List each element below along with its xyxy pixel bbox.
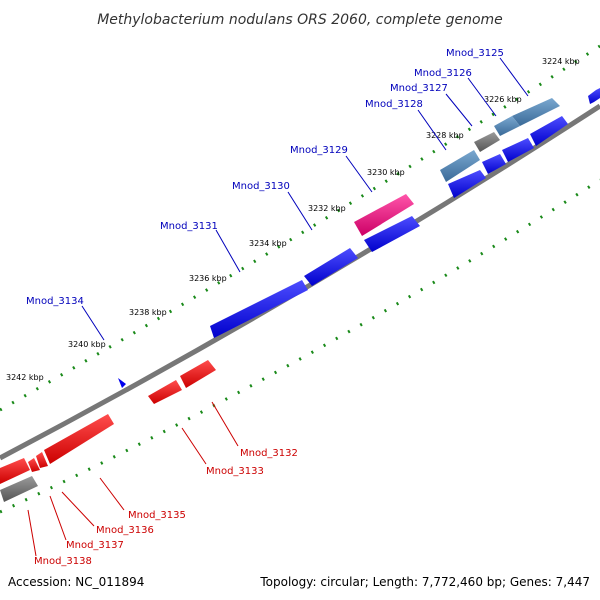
reverse-features	[0, 360, 216, 502]
leader-mnod-3126	[467, 77, 497, 117]
gene-label-mnod-3136[interactable]: Mnod_3136	[96, 525, 154, 536]
accession-text: Accession: NC_011894	[8, 575, 144, 589]
leader-mnod-3129	[345, 155, 373, 193]
gene-label-mnod-3127[interactable]: Mnod_3127	[390, 83, 448, 94]
tick-label: 3232 kbp	[308, 204, 346, 213]
gene-mnod-3130[interactable]	[364, 216, 420, 252]
gene-mnod-3126[interactable]	[494, 116, 520, 136]
gene-3126-lower[interactable]	[502, 138, 534, 162]
leader-mnod-3136	[61, 491, 95, 527]
leader-mnod-3137	[49, 495, 67, 541]
leader-mnod-3130	[287, 191, 313, 231]
gene-mnod-3124[interactable]	[588, 88, 600, 104]
gene-mnod-3131[interactable]	[304, 248, 358, 286]
leader-mnod-3135	[99, 477, 125, 511]
gene-label-mnod-3134[interactable]: Mnod_3134	[26, 296, 84, 307]
gene-label-mnod-3135[interactable]: Mnod_3135	[128, 510, 186, 521]
leader-mnod-3133	[181, 427, 207, 465]
map-title: Methylobacterium nodulans ORS 2060, comp…	[97, 12, 503, 28]
tick-label: 3224 kbp	[542, 57, 580, 66]
gene-mnod-3136[interactable]	[36, 452, 48, 468]
gene-3127-lower[interactable]	[482, 154, 506, 174]
tick-label: 3240 kbp	[68, 340, 106, 349]
leader-mnod-3138	[27, 509, 37, 557]
gene-label-mnod-3129[interactable]: Mnod_3129	[290, 145, 348, 156]
tick-label: 3228 kbp	[426, 131, 464, 140]
small-forward-marker	[118, 378, 126, 388]
gene-label-mnod-3128[interactable]: Mnod_3128	[365, 99, 423, 110]
forward-features	[118, 88, 600, 388]
gene-label-mnod-3133[interactable]: Mnod_3133	[206, 466, 264, 477]
label-leaders	[27, 57, 529, 557]
leader-mnod-3128	[417, 109, 447, 151]
tick-label: 3242 kbp	[6, 373, 44, 382]
gene-label-mnod-3138[interactable]: Mnod_3138	[34, 556, 92, 567]
gene-label-mnod-3132[interactable]: Mnod_3132	[240, 448, 298, 459]
gene-mnod-3137[interactable]	[28, 458, 40, 472]
tick-label: 3236 kbp	[189, 274, 227, 283]
tick-label: 3234 kbp	[249, 239, 287, 248]
gene-label-mnod-3131[interactable]: Mnod_3131	[160, 221, 218, 232]
gene-3128-lower[interactable]	[448, 170, 486, 198]
gene-label-mnod-3126[interactable]: Mnod_3126	[414, 68, 472, 79]
gene-3125-lower[interactable]	[530, 116, 568, 146]
gene-mnod-3125[interactable]	[512, 98, 560, 126]
gene-mnod-3127[interactable]	[474, 132, 500, 152]
leader-mnod-3125	[499, 57, 529, 97]
leader-mnod-3132	[211, 401, 239, 447]
leader-mnod-3127	[445, 93, 473, 127]
gene-mnod-3129[interactable]	[354, 194, 414, 236]
forward-gene-labels: Mnod_3125 Mnod_3126 Mnod_3127 Mnod_3128 …	[26, 48, 504, 307]
gene-label-mnod-3125[interactable]: Mnod_3125	[446, 48, 504, 59]
gene-mnod-3138[interactable]	[0, 458, 30, 484]
gene-mnod-3134[interactable]	[210, 280, 308, 338]
tick-labels: 3224 kbp 3226 kbp 3228 kbp 3230 kbp 3232…	[6, 57, 580, 382]
tick-label: 3238 kbp	[129, 308, 167, 317]
gene-mnod-3128[interactable]	[440, 150, 480, 182]
leader-mnod-3131	[215, 229, 241, 273]
inner-tick-ring	[0, 178, 600, 514]
gene-mnod-3132[interactable]	[180, 360, 216, 388]
tick-label: 3226 kbp	[484, 95, 522, 104]
reverse-gene-labels: Mnod_3132 Mnod_3133 Mnod_3135 Mnod_3136 …	[34, 448, 298, 567]
gene-mnod-3133[interactable]	[148, 380, 182, 404]
gene-label-mnod-3130[interactable]: Mnod_3130	[232, 181, 290, 192]
gene-label-mnod-3137[interactable]: Mnod_3137	[66, 540, 124, 551]
gene-grey-reverse[interactable]	[0, 476, 38, 502]
tick-label: 3230 kbp	[367, 168, 405, 177]
genome-summary-text: Topology: circular; Length: 7,772,460 bp…	[259, 575, 590, 589]
gene-mnod-3135[interactable]	[44, 414, 114, 464]
outer-tick-ring	[0, 44, 600, 412]
leader-mnod-3134	[81, 305, 105, 341]
